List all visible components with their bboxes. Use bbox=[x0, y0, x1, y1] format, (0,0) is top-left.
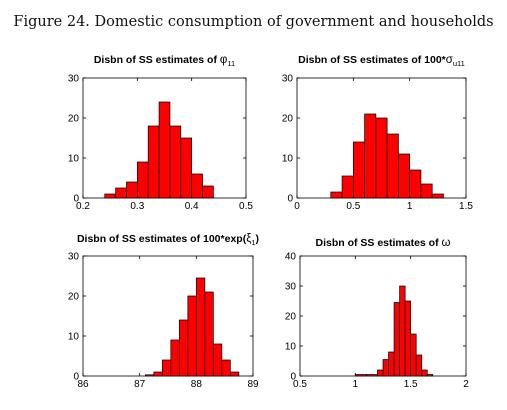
x-tick-label: 86 bbox=[77, 379, 89, 390]
y-tick-label: 10 bbox=[282, 154, 294, 165]
x-tick-label: 89 bbox=[247, 379, 259, 390]
histogram-bar bbox=[104, 193, 116, 199]
histogram-bar bbox=[399, 285, 406, 377]
histogram-bar bbox=[382, 359, 389, 377]
y-tick-label: 10 bbox=[285, 342, 297, 353]
y-tick-label: 20 bbox=[282, 114, 294, 125]
x-tick-label: 1 bbox=[407, 201, 413, 212]
y-tick-label: 20 bbox=[68, 114, 80, 125]
histogram-bar bbox=[398, 153, 411, 199]
histogram-bar bbox=[352, 141, 365, 199]
histogram-bar bbox=[420, 183, 433, 199]
histogram-bar bbox=[204, 291, 214, 377]
histogram-bar bbox=[364, 113, 377, 199]
histogram-bar bbox=[415, 354, 423, 377]
histogram-bar bbox=[170, 339, 180, 377]
histogram-bar bbox=[187, 295, 197, 377]
x-tick-label: 0.2 bbox=[76, 201, 90, 212]
y-tick-label: 30 bbox=[68, 252, 80, 263]
histogram-bar bbox=[153, 371, 163, 377]
histogram-bar bbox=[388, 351, 395, 377]
histogram-bar bbox=[409, 169, 422, 199]
y-tick-label: 30 bbox=[285, 282, 297, 293]
plot-area bbox=[82, 255, 254, 377]
x-tick-label: 0 bbox=[294, 201, 300, 212]
chart-title: Disbn of SS estimates of 100*exp(ξ1) bbox=[77, 233, 259, 247]
histogram-bar bbox=[202, 185, 214, 199]
histogram-bar bbox=[178, 319, 189, 377]
x-tick-label: 2 bbox=[463, 379, 469, 390]
histogram-bar bbox=[158, 101, 171, 199]
histogram-bar bbox=[410, 333, 417, 377]
histogram-bar bbox=[354, 374, 367, 377]
x-tick-label: 0.5 bbox=[293, 379, 307, 390]
histogram-bar bbox=[147, 125, 160, 199]
chart-title: Disbn of SS estimates of φ11 bbox=[94, 54, 235, 68]
histogram-bar bbox=[144, 374, 155, 377]
histogram-bar bbox=[393, 302, 400, 377]
y-tick-label: 30 bbox=[282, 74, 294, 85]
histogram-panel-3: 86 87 88 89 0 10 20 30 Disbn of SS estimates of … bbox=[68, 233, 259, 390]
histogram-bar bbox=[386, 133, 399, 199]
plot-area bbox=[299, 255, 467, 377]
histogram-bar bbox=[341, 175, 354, 199]
y-tick-label: 0 bbox=[290, 372, 296, 383]
y-tick-label: 10 bbox=[68, 332, 80, 343]
chart-title: Disbn of SS estimates of ω bbox=[315, 237, 450, 249]
x-tick-label: 0.4 bbox=[185, 201, 199, 212]
x-tick-label: 1.5 bbox=[404, 379, 418, 390]
histogram-bar bbox=[136, 161, 149, 199]
histogram-bar bbox=[191, 173, 203, 199]
histogram-bar bbox=[161, 359, 172, 377]
histogram-bar bbox=[221, 359, 231, 377]
histogram-panel-2: 0 0.5 1 1.5 0 10 20 30 Disbn of SS estimates of … bbox=[282, 54, 474, 212]
x-tick-label: 0.3 bbox=[130, 201, 144, 212]
histogram-bar bbox=[115, 187, 127, 199]
histogram-bar bbox=[377, 369, 384, 377]
x-tick-label: 88 bbox=[191, 379, 203, 390]
histogram-bar bbox=[426, 374, 434, 377]
histogram-bar bbox=[195, 277, 206, 377]
histogram-bar bbox=[180, 137, 193, 199]
x-tick-label: 0.5 bbox=[346, 201, 360, 212]
histogram-bar bbox=[375, 117, 388, 199]
x-tick-label: 0.5 bbox=[239, 201, 253, 212]
histogram-bar bbox=[169, 125, 182, 199]
histogram-bar bbox=[212, 343, 223, 377]
figure-title: Figure 24. Domestic consumption of gover… bbox=[13, 14, 494, 30]
histogram-bar bbox=[330, 191, 343, 199]
x-tick-label: 1.5 bbox=[459, 201, 473, 212]
histogram-bar bbox=[431, 193, 444, 199]
y-tick-label: 20 bbox=[285, 312, 297, 323]
x-tick-label: 87 bbox=[134, 379, 146, 390]
y-tick-label: 30 bbox=[68, 74, 80, 85]
y-tick-label: 0 bbox=[73, 194, 79, 205]
y-tick-label: 40 bbox=[285, 252, 297, 263]
chart-title: Disbn of SS estimates of 100*σu11 bbox=[298, 54, 465, 68]
histogram-bar bbox=[229, 371, 240, 377]
y-tick-label: 0 bbox=[73, 372, 79, 383]
y-tick-label: 0 bbox=[287, 194, 293, 205]
y-tick-label: 20 bbox=[68, 292, 80, 303]
histogram-bar bbox=[404, 300, 412, 377]
y-tick-label: 10 bbox=[68, 154, 80, 165]
histogram-bar bbox=[126, 181, 138, 199]
histogram-panel-1: 0.2 0.3 0.4 0.5 0 10 20 30 Disbn of SS estimates… bbox=[68, 54, 254, 212]
x-tick-label: 1 bbox=[353, 379, 359, 390]
histogram-bar bbox=[421, 369, 428, 377]
histogram-bar bbox=[366, 374, 378, 377]
